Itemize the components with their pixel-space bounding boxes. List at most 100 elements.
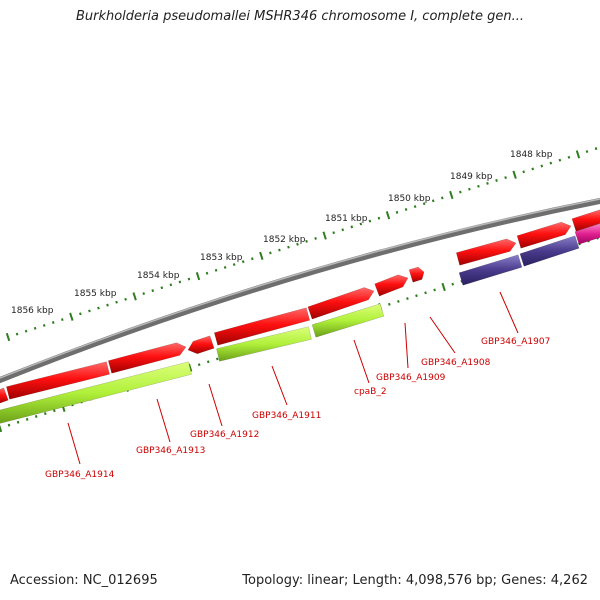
gene-feature[interactable] (571, 209, 600, 232)
scale-tick (195, 272, 201, 281)
scale-tick (269, 251, 272, 255)
leader-line (208, 383, 223, 427)
gene-feature[interactable] (408, 266, 425, 283)
tick-label: 1853 kbp (200, 253, 243, 263)
scale-tick (15, 332, 19, 336)
scale-tick (459, 190, 462, 194)
scale-tick (314, 237, 317, 240)
scale-tick (594, 147, 598, 151)
scale-tick (585, 150, 589, 153)
accession-label: Accession: NC_012695 (10, 573, 158, 588)
gene-feature[interactable] (107, 342, 187, 374)
scale-tick (504, 176, 507, 180)
scale-tick (433, 288, 436, 292)
scale-tick (305, 239, 308, 243)
genome-summary: Topology: linear; Length: 4,098,576 bp; … (242, 573, 588, 588)
gene-label: GBP346_A1913 (136, 446, 205, 456)
scale-tick (79, 312, 82, 316)
gene-label: GBP346_A1912 (190, 430, 259, 440)
scale-tick (5, 332, 11, 342)
gene-feature[interactable] (374, 274, 409, 297)
scale-tick (540, 164, 544, 168)
outer-scale-ruler (5, 147, 598, 342)
leader-line (271, 365, 288, 406)
scale-tick (34, 415, 38, 418)
gene-feature[interactable] (187, 335, 215, 355)
gene-feature[interactable] (6, 361, 110, 400)
scale-tick (42, 323, 46, 327)
scale-tick (404, 208, 408, 211)
scale-tick (51, 321, 55, 324)
cds-feature[interactable] (0, 361, 192, 425)
scale-tick (160, 286, 164, 290)
scale-tick (575, 150, 581, 159)
gene-label: GBP346_A1914 (45, 470, 115, 480)
genome-backbone (0, 197, 600, 384)
cds-feature[interactable] (216, 326, 312, 362)
scale-tick (377, 216, 381, 220)
scale-tick (33, 326, 37, 330)
map-title: Burkholderia pseudomallei MSHR346 chromo… (75, 9, 525, 24)
scale-tick (413, 205, 417, 209)
scale-tick (468, 187, 471, 191)
tick-label-group: 1848 kbp 1849 kbp 1850 kbp 1851 kbp 1852… (11, 150, 553, 316)
scale-tick (368, 219, 372, 223)
scale-tick (406, 297, 409, 300)
genome-backbone-highlight (0, 198, 600, 379)
scale-tick (43, 412, 47, 416)
scale-tick (341, 228, 345, 232)
tick-label: 1848 kbp (510, 150, 553, 160)
scale-tick (142, 292, 146, 295)
scale-tick (151, 289, 155, 293)
scale-tick (549, 161, 553, 165)
scale-tick (431, 199, 435, 203)
scale-tick (7, 423, 11, 427)
scale-tick (24, 329, 28, 333)
scale-tick (187, 277, 191, 281)
gene-feature[interactable] (455, 238, 517, 266)
scale-tick (241, 260, 245, 264)
scale-tick (522, 170, 526, 174)
scale-tick (395, 210, 399, 214)
scale-tick (178, 280, 182, 284)
scale-tick (197, 363, 201, 367)
scale-tick (25, 417, 29, 421)
scale-tick (388, 302, 391, 306)
scale-tick (440, 196, 444, 200)
tick-label: 1851 kbp (325, 214, 368, 224)
other-feature[interactable] (574, 223, 600, 245)
scale-tick (424, 291, 427, 295)
gene-feature[interactable] (0, 387, 9, 404)
scale-tick (486, 181, 489, 185)
scale-tick (422, 202, 426, 206)
scale-tick (477, 184, 480, 188)
gene-feature[interactable] (307, 287, 375, 320)
leader-line (156, 398, 171, 443)
scale-tick (214, 268, 218, 272)
leader-line (67, 422, 81, 465)
scale-tick (359, 222, 363, 226)
scale-tick (132, 292, 137, 301)
scale-tick (558, 158, 562, 162)
tick-label: 1849 kbp (450, 172, 493, 182)
gene-feature[interactable] (213, 307, 311, 346)
tick-label: 1852 kbp (263, 235, 306, 245)
misc-feature[interactable] (519, 235, 580, 267)
leader-line (499, 291, 519, 334)
misc-feature[interactable] (458, 254, 523, 286)
gene-feature[interactable] (516, 221, 572, 249)
tick-label: 1856 kbp (11, 306, 54, 316)
gene-label: GBP346_A1911 (252, 411, 321, 421)
scale-tick (232, 263, 236, 266)
scale-tick (53, 409, 56, 413)
scale-tick (115, 300, 118, 304)
gene-label-group: GBP346_A1907 GBP346_A1908 GBP346_A1909 c… (45, 337, 550, 480)
scale-tick (512, 170, 517, 179)
scale-tick (205, 271, 209, 275)
gene-label: GBP346_A1907 (481, 337, 550, 347)
scale-tick (322, 231, 327, 240)
scale-tick (332, 231, 336, 235)
cds-feature[interactable] (311, 303, 385, 338)
scale-tick (106, 303, 109, 307)
